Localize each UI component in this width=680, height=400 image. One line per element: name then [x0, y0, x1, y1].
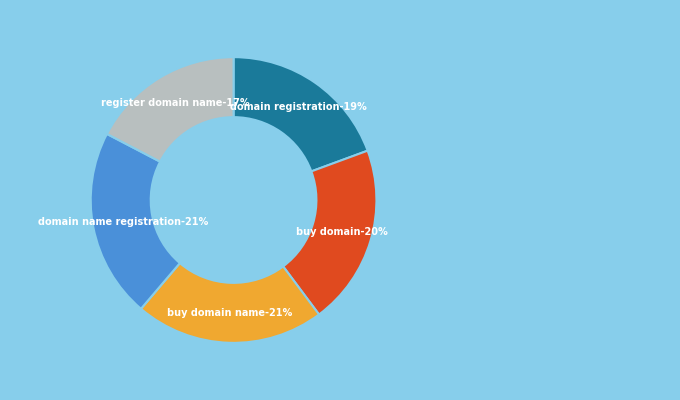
Text: register domain name-17%: register domain name-17%	[101, 98, 250, 108]
Wedge shape	[107, 57, 233, 162]
Wedge shape	[233, 57, 368, 171]
Wedge shape	[141, 263, 319, 343]
Wedge shape	[90, 134, 180, 309]
Text: domain name registration-21%: domain name registration-21%	[37, 216, 208, 226]
Text: domain registration-19%: domain registration-19%	[230, 102, 367, 112]
Text: buy domain-20%: buy domain-20%	[296, 227, 388, 237]
Text: buy domain name-21%: buy domain name-21%	[167, 308, 292, 318]
Wedge shape	[283, 151, 377, 314]
